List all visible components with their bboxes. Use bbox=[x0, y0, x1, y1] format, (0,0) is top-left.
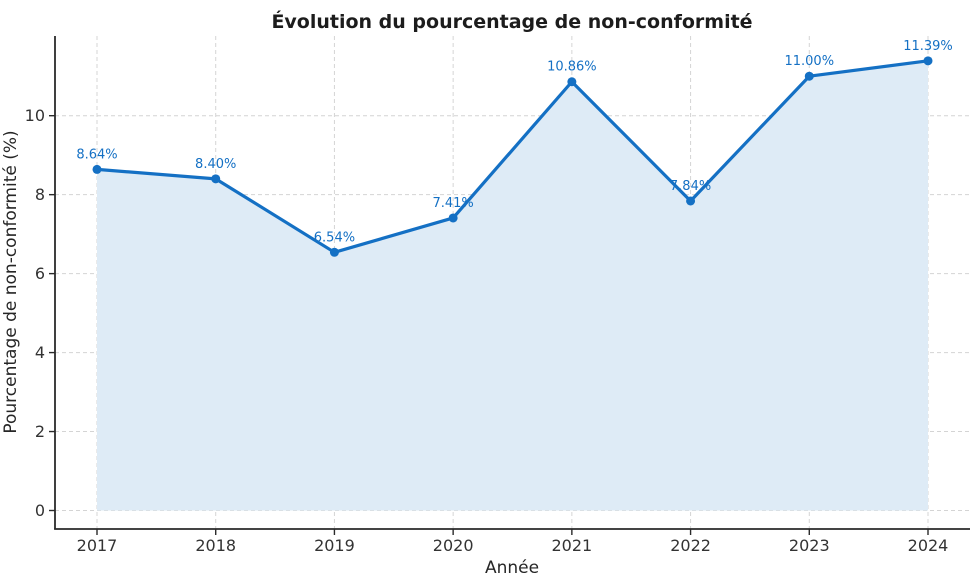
data-point bbox=[329, 247, 339, 257]
x-tick-label: 2019 bbox=[314, 536, 355, 555]
x-tick-label: 2018 bbox=[195, 536, 236, 555]
y-tick-label: 6 bbox=[35, 264, 45, 283]
x-tick-label: 2024 bbox=[908, 536, 949, 555]
chart-layer: 0 2 4 6 8 10 2017 2018 2019 2020 2021 2022 2023 2024 8… bbox=[25, 36, 970, 555]
data-point-label: 6.54% bbox=[314, 230, 355, 245]
data-point bbox=[448, 213, 458, 223]
y-axis-title: Pourcentage de non-conformité (%) bbox=[1, 130, 21, 433]
data-point-label: 8.40% bbox=[195, 157, 236, 172]
y-tick-label: 0 bbox=[35, 501, 45, 520]
data-point bbox=[923, 56, 933, 66]
x-axis-title: Année bbox=[485, 558, 539, 578]
y-tick-label: 4 bbox=[35, 343, 45, 362]
data-point-label: 11.39% bbox=[903, 39, 953, 54]
data-point bbox=[804, 71, 814, 81]
data-point-label: 11.00% bbox=[784, 54, 834, 69]
x-tick-label: 2023 bbox=[789, 536, 830, 555]
data-point bbox=[92, 164, 102, 174]
data-point-label: 10.86% bbox=[547, 60, 597, 75]
data-point bbox=[211, 174, 221, 184]
y-tick-label: 10 bbox=[25, 106, 45, 125]
data-point bbox=[567, 77, 577, 87]
chart-title: Évolution du pourcentage de non-conformi… bbox=[271, 10, 752, 33]
x-tick-label: 2022 bbox=[670, 536, 711, 555]
trend-line bbox=[95, 59, 930, 254]
y-tick-label: 2 bbox=[35, 422, 45, 441]
data-point-label: 7.84% bbox=[670, 179, 711, 194]
data-point bbox=[686, 196, 696, 206]
y-tick-label: 8 bbox=[35, 185, 45, 204]
data-point-label: 7.41% bbox=[432, 196, 473, 211]
x-tick-label: 2020 bbox=[433, 536, 474, 555]
x-tick-label: 2021 bbox=[551, 536, 592, 555]
data-point-label: 8.64% bbox=[76, 147, 117, 162]
area-fill bbox=[97, 60, 928, 511]
x-tick-label: 2017 bbox=[77, 536, 118, 555]
